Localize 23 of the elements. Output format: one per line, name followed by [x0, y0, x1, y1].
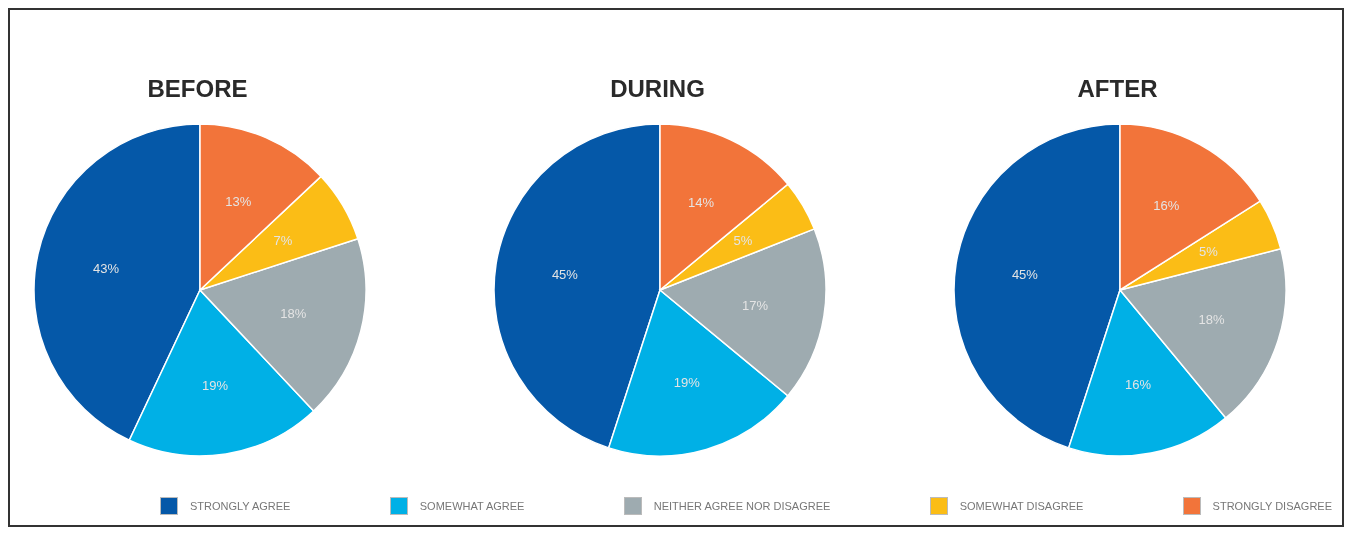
- data-label: 18%: [1198, 312, 1226, 328]
- data-label: 16%: [1153, 198, 1180, 214]
- data-label: 7%: [273, 233, 293, 249]
- legend-label: SOMEWHAT AGREE: [419, 500, 525, 512]
- data-label: 19%: [673, 374, 701, 390]
- data-label: 16%: [1125, 377, 1152, 393]
- data-label: 45%: [551, 267, 579, 283]
- legend-label: NEITHER AGREE NOR DISAGREE: [653, 500, 831, 512]
- data-label: 14%: [687, 195, 715, 211]
- data-label: 13%: [225, 194, 252, 210]
- legend-label: STRONGLY DISAGREE: [1212, 500, 1332, 512]
- legend-label: SOMEWHAT DISAGREE: [959, 500, 1084, 512]
- chart-title: DURING: [609, 75, 706, 104]
- data-label: 45%: [1011, 267, 1039, 283]
- data-label: 43%: [93, 261, 120, 277]
- data-label: 17%: [742, 297, 769, 313]
- data-label: 5%: [733, 233, 753, 249]
- data-label: 18%: [280, 306, 307, 322]
- chart-title: AFTER: [1076, 75, 1159, 104]
- chart-title: BEFORE: [146, 75, 249, 104]
- legend-label: STRONGLY AGREE: [190, 500, 291, 512]
- data-label: 5%: [1198, 244, 1219, 260]
- data-label: 19%: [202, 377, 229, 393]
